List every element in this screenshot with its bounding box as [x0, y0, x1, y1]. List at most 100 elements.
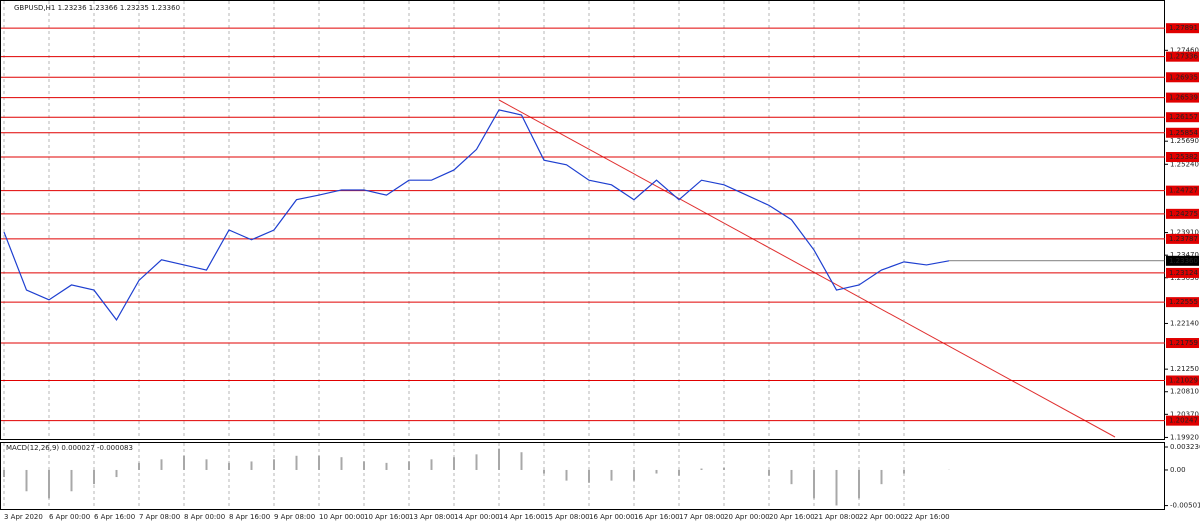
macd-bar [768, 469, 770, 476]
macd-bar [160, 459, 163, 470]
x-tick-label: 3 Apr 2020 [4, 513, 43, 521]
y-tick-label: 1.25240 [1170, 160, 1199, 168]
macd-bar [858, 469, 860, 499]
macd-bar [363, 461, 365, 470]
x-tick-label: 6 Apr 00:00 [49, 513, 90, 521]
y-tick-label: 1.20810 [1170, 388, 1199, 396]
level-label: 1.20247 [1169, 417, 1198, 425]
x-tick-label: 6 Apr 16:00 [94, 513, 135, 521]
level-tag [1166, 127, 1199, 138]
level-label: 1.24727 [1169, 187, 1198, 195]
level-tag [1166, 415, 1199, 426]
macd-bar [723, 467, 725, 470]
macd-bar [790, 469, 793, 485]
level-tag [1166, 375, 1199, 386]
price-line [3, 109, 950, 321]
x-tick-label: 17 Apr 08:00 [679, 513, 725, 521]
level-tag [1166, 23, 1199, 34]
macd-bar [3, 469, 5, 478]
level-label: 1.23787 [1169, 235, 1198, 243]
macd-bar [340, 457, 343, 470]
x-tick-label: 20 Apr 00:00 [724, 513, 770, 521]
macd-bar [453, 457, 455, 470]
x-tick-label: 7 Apr 08:00 [139, 513, 180, 521]
level-tag [1166, 112, 1199, 123]
level-tag [1166, 233, 1199, 244]
macd-bar [228, 462, 230, 470]
y-tick-label: 1.23470 [1170, 251, 1199, 259]
x-tick-label: 9 Apr 08:00 [274, 513, 315, 521]
x-tick-label: 10 Apr 00:00 [319, 513, 365, 521]
level-label: 1.27891 [1169, 24, 1198, 32]
level-tag [1166, 92, 1199, 103]
y-tick-label: 1.27460 [1170, 46, 1199, 54]
macd-bar [880, 469, 883, 485]
macd-bar [70, 469, 73, 492]
y-tick-label: 1.21250 [1170, 365, 1199, 373]
x-tick-label: 15 Apr 08:00 [544, 513, 590, 521]
macd-bar [633, 469, 635, 481]
y-tick-label: 1.20370 [1170, 410, 1199, 418]
x-tick-label: 10 Apr 16:00 [364, 513, 410, 521]
level-label: 1.27336 [1169, 53, 1198, 61]
macd-bar [430, 459, 433, 470]
macd-bar [903, 469, 905, 474]
x-tick-label: 22 Apr 00:00 [859, 513, 905, 521]
macd-bar [295, 455, 298, 470]
level-label: 1.26935 [1169, 73, 1198, 81]
level-label: 1.23124 [1169, 269, 1198, 277]
macd-bar [520, 452, 523, 470]
y-tick-label: 1.23910 [1170, 229, 1199, 237]
macd-bar [250, 461, 253, 470]
x-tick-label: 16 Apr 00:00 [589, 513, 635, 521]
y-tick-label: 1.22140 [1170, 319, 1199, 327]
x-tick-label: 13 Apr 08:00 [409, 513, 455, 521]
y-tick-label: 0.00 [1170, 466, 1186, 474]
macd-bar [475, 454, 478, 470]
macd-bar [25, 469, 28, 492]
level-tag [1166, 208, 1199, 219]
level-label: 1.24275 [1169, 210, 1198, 218]
macd-bar [115, 469, 118, 478]
level-label: 1.25854 [1169, 129, 1198, 137]
macd-bar [318, 455, 320, 470]
macd-bar [813, 469, 815, 499]
level-label: 1.25382 [1169, 153, 1198, 161]
macd-bar [610, 469, 613, 481]
x-tick-label: 8 Apr 00:00 [184, 513, 225, 521]
macd-bar [273, 459, 275, 470]
y-tick-label: 0.003236 [1170, 443, 1200, 451]
macd-bar [385, 462, 388, 470]
last-price-label: 1.23360 [1169, 257, 1198, 265]
macd-bar [205, 459, 208, 470]
macd-pane [0, 442, 1165, 510]
macd-bar [678, 469, 680, 476]
level-tag [1166, 51, 1199, 62]
level-tag [1166, 297, 1199, 308]
x-tick-label: 21 Apr 08:00 [814, 513, 860, 521]
y-tick-label: 1.25690 [1170, 137, 1199, 145]
x-tick-label: 20 Apr 16:00 [769, 513, 815, 521]
macd-bar [498, 448, 500, 470]
level-tag [1166, 267, 1199, 278]
level-label: 1.26539 [1169, 94, 1198, 102]
macd-bar [183, 455, 185, 470]
level-label: 1.22555 [1169, 298, 1198, 306]
macd-bar [138, 462, 140, 470]
last-price-tag [1166, 255, 1199, 266]
macd-bar [93, 469, 95, 485]
macd-bar [408, 461, 410, 470]
macd-bar [48, 469, 50, 499]
x-tick-label: 8 Apr 16:00 [229, 513, 270, 521]
x-tick-label: 16 Apr 16:00 [634, 513, 680, 521]
level-tag [1166, 338, 1199, 349]
macd-bar [700, 468, 703, 470]
x-tick-label: 14 Apr 00:00 [454, 513, 500, 521]
macd-bar [565, 469, 568, 481]
macd-bar [588, 469, 590, 483]
x-tick-label: 14 Apr 16:00 [499, 513, 545, 521]
level-label: 1.21759 [1169, 339, 1198, 347]
macd-bar [655, 469, 658, 474]
y-tick-label: 1.19920 [1170, 433, 1199, 441]
